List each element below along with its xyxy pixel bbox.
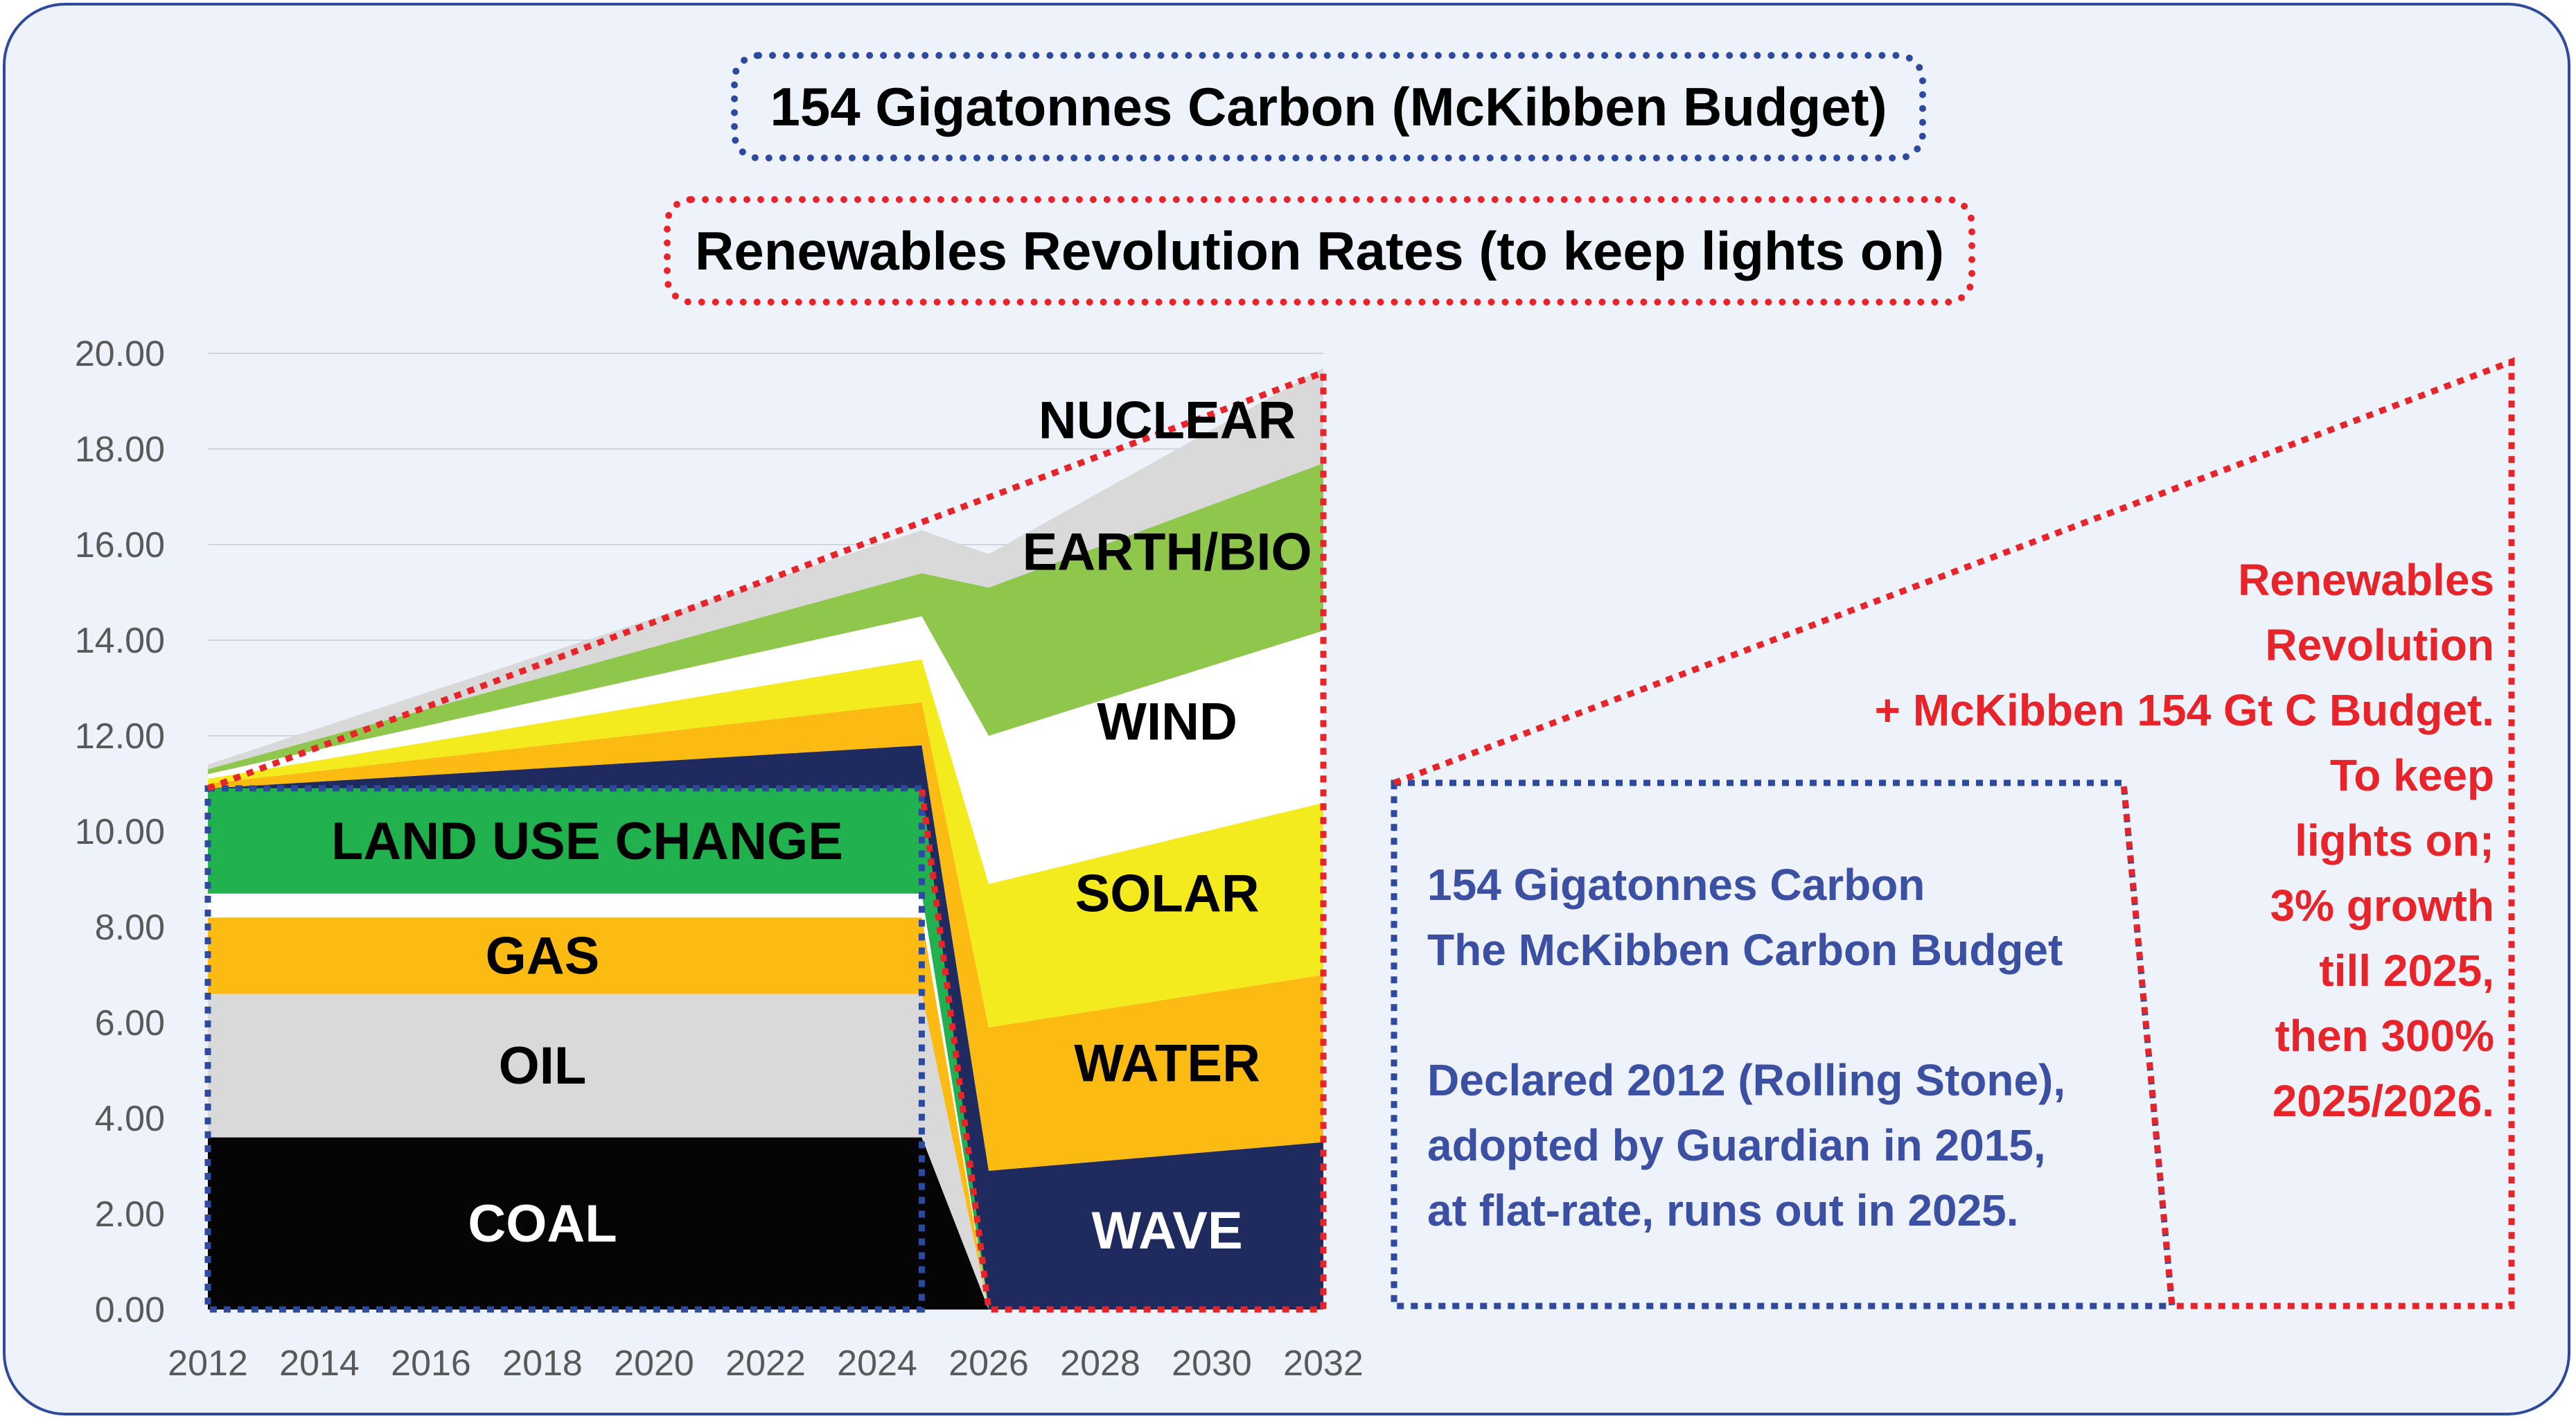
x-tick-label: 2028 [1060, 1343, 1140, 1384]
renewable-area-label: EARTH/BIO [1023, 522, 1312, 581]
y-tick-label: 2.00 [95, 1194, 165, 1235]
fossil-area [208, 917, 1323, 1309]
x-tick-label: 2030 [1172, 1343, 1252, 1384]
red-note-line: till 2025, [2319, 946, 2494, 996]
budget-title: 154 Gigatonnes Carbon (McKibben Budget) [731, 52, 1926, 161]
renewable-area-label: WATER [1074, 1034, 1260, 1093]
y-tick-label: 4.00 [95, 1099, 165, 1139]
renewables-revolution-note: Renewables Revolution + McKibben 154 Gt … [1774, 547, 2494, 1133]
blue-note-line: Declared 2012 (Rolling Stone), [1427, 1055, 2066, 1105]
red-note-line: + McKibben 154 Gt C Budget. [1874, 685, 2494, 735]
red-note-line: 2025/2026. [2272, 1076, 2494, 1126]
y-tick-label: 6.00 [95, 1003, 165, 1043]
red-note-line: Revolution [2265, 620, 2494, 670]
area-labels: COAL OIL GAS LAND USE CHANGE WAVE WATER SOLAR W… [331, 391, 1312, 1261]
x-tick-label: 2032 [1283, 1343, 1364, 1384]
blue-note-line: 154 Gigatonnes Carbon [1427, 860, 1925, 910]
mckibben-budget-note: 154 Gigatonnes Carbon The McKibben Carbo… [1427, 852, 2189, 1243]
fossil-area [208, 994, 1323, 1309]
fossil-area [208, 788, 1323, 1309]
renewable-area [208, 463, 1323, 775]
x-tick-label: 2020 [614, 1343, 694, 1384]
y-tick-label: 16.00 [75, 525, 165, 565]
renewables-envelope [206, 368, 1327, 1313]
red-revolution-outline [1393, 357, 2515, 1309]
renewable-area-label: WAVE [1092, 1201, 1243, 1260]
fossil-area-label: OIL [499, 1036, 587, 1095]
renewables-title-text: Renewables Revolution Rates (to keep lig… [695, 220, 1944, 281]
x-tick-label: 2022 [725, 1343, 806, 1384]
blue-note-line: at flat-rate, runs out in 2025. [1427, 1185, 2019, 1235]
renewable-area [208, 616, 1323, 884]
blue-budget-outline [1391, 779, 2176, 1309]
stacked-areas [208, 367, 1323, 1309]
y-tick-label: 0.00 [95, 1290, 165, 1330]
renewable-area-label: NUCLEAR [1039, 391, 1296, 450]
renewable-area [208, 659, 1323, 1027]
x-tick-label: 2016 [391, 1343, 471, 1384]
red-note-line: 3% growth [2270, 881, 2494, 930]
blue-note-line: adopted by Guardian in 2015, [1427, 1120, 2046, 1170]
x-tick-label: 2014 [279, 1343, 360, 1384]
y-axis-ticks: 0.00 2.00 4.00 6.00 8.00 10.00 12.00 14.00 16.00… [75, 334, 165, 1330]
y-tick-label: 8.00 [95, 908, 165, 948]
renewables-title: Renewables Revolution Rates (to keep lig… [664, 196, 1975, 306]
fossil-area-label: GAS [486, 926, 600, 985]
y-tick-label: 14.00 [75, 621, 165, 661]
mckibben-budget-envelope [204, 785, 925, 1313]
renewable-area-label: SOLAR [1075, 865, 1260, 924]
renewable-area [208, 745, 1323, 1309]
red-note-line: To keep [2329, 750, 2494, 800]
budget-title-text: 154 Gigatonnes Carbon (McKibben Budget) [770, 76, 1887, 137]
y-tick-label: 20.00 [75, 334, 165, 374]
fossil-area-label: LAND USE CHANGE [331, 812, 843, 871]
budget-envelopes [204, 357, 2515, 1313]
renewable-area-label: WIND [1097, 692, 1237, 751]
x-tick-label: 2026 [949, 1343, 1029, 1384]
red-note-line: then 300% [2275, 1011, 2494, 1061]
x-tick-label: 2024 [837, 1343, 917, 1384]
blue-note-line: The McKibben Carbon Budget [1427, 925, 2063, 975]
renewable-area [208, 702, 1323, 1171]
y-tick-label: 18.00 [75, 430, 165, 470]
red-note-line: Renewables [2238, 555, 2494, 605]
x-axis-ticks: 2012 2014 2016 2018 2020 2022 2024 2026 2028 2030… [168, 1343, 1364, 1384]
fossil-area-label: COAL [468, 1194, 617, 1253]
y-tick-label: 12.00 [75, 716, 165, 757]
renewable-area [208, 367, 1323, 770]
red-note-line: lights on; [2295, 815, 2494, 865]
x-tick-label: 2018 [502, 1343, 583, 1384]
x-tick-label: 2012 [168, 1343, 248, 1384]
y-tick-label: 10.00 [75, 812, 165, 852]
fossil-area [208, 1137, 1323, 1309]
